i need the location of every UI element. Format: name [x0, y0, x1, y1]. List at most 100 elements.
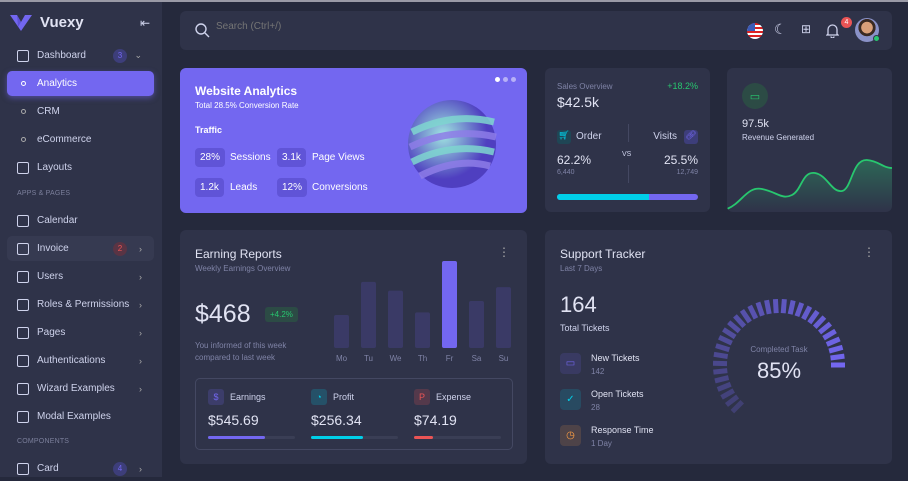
sidebar-item-modal-examples[interactable]: Modal Examples — [7, 404, 154, 429]
us-flag-icon[interactable] — [747, 23, 763, 39]
stat-value: $74.19 — [414, 412, 457, 428]
gauge-segment — [723, 329, 735, 337]
order-visits-progress — [557, 194, 698, 200]
sidebar-item-users[interactable]: Users› — [7, 264, 154, 289]
layout-grid-add-icon[interactable]: ⊞ — [801, 22, 811, 36]
ticket-stat-value: 1 Day — [591, 439, 612, 448]
sidebar-item-ecommerce[interactable]: eCommerce — [7, 127, 154, 152]
sales-value: $42.5k — [557, 94, 599, 110]
chart-pie-icon: ◔ — [311, 389, 327, 405]
stat-progress — [311, 436, 398, 439]
gauge-value: 85% — [739, 358, 819, 384]
stat-label: Expense — [436, 392, 471, 402]
bell-icon[interactable] — [826, 23, 839, 38]
gauge-segment — [722, 391, 734, 398]
sidebar-item-analytics[interactable]: Analytics — [7, 71, 154, 96]
more-options-icon[interactable]: ⋮ — [498, 245, 510, 259]
sidebar-item-label: Roles & Permissions — [37, 299, 129, 310]
traffic-heading: Traffic — [195, 125, 222, 135]
revenue-label: Revenue Generated — [742, 133, 814, 142]
sidebar-item-label: Users — [37, 271, 63, 282]
gauge-segment — [750, 306, 756, 319]
x-tick-label: Mo — [336, 354, 348, 363]
chevron-right-icon: › — [139, 328, 142, 338]
file-dollar-icon — [17, 243, 29, 255]
chevron-right-icon: › — [139, 300, 142, 310]
gauge-segment — [824, 331, 836, 338]
card-subtitle: Weekly Earnings Overview — [195, 264, 290, 273]
traffic-stat-value: 3.1k — [277, 148, 306, 167]
gauge-segment — [797, 303, 802, 316]
brand-paypal-icon: P — [414, 389, 430, 405]
sidebar-item-authentications[interactable]: Authentications› — [7, 348, 154, 373]
bar-Mo[interactable] — [334, 315, 349, 348]
gauge-segment — [715, 378, 729, 381]
sidebar-item-crm[interactable]: CRM — [7, 99, 154, 124]
gauge-segment — [827, 339, 840, 345]
notification-badge: 4 — [841, 17, 852, 28]
sidebar-item-calendar[interactable]: Calendar — [7, 208, 154, 233]
sidebar-section-heading: COMPONENTS — [17, 438, 69, 445]
chevron-right-icon: › — [139, 464, 142, 474]
collapse-menu-icon[interactable]: ⇤ — [140, 16, 150, 30]
id-card-icon — [17, 463, 29, 475]
revenue-generated-card: ▭ 97.5k Revenue Generated — [727, 68, 892, 212]
x-tick-label: Fr — [446, 354, 454, 363]
square-icon — [17, 411, 29, 423]
sidebar-item-label: Modal Examples — [37, 411, 111, 422]
top-navbar: ☾ ⊞ 4 — [180, 11, 892, 50]
logo[interactable]: Vuexy — [10, 14, 84, 31]
traffic-stat-label: Page Views — [312, 152, 365, 163]
bar-Sa[interactable] — [469, 301, 484, 348]
sidebar-item-wizard-examples[interactable]: Wizard Examples› — [7, 376, 154, 401]
bar-Th[interactable] — [415, 312, 430, 348]
sidebar-item-roles-permissions[interactable]: Roles & Permissions › — [7, 292, 154, 317]
sidebar-item-label: Calendar — [37, 215, 78, 226]
carousel-indicators[interactable] — [495, 77, 516, 82]
moon-icon[interactable]: ☾ — [774, 21, 787, 38]
revenue-sparkline — [727, 148, 892, 212]
total-tickets-value: 164 — [560, 292, 597, 318]
gauge-segment — [729, 322, 740, 331]
gauge-segment — [718, 384, 731, 389]
change-badge: +4.2% — [265, 307, 298, 322]
x-tick-label: Tu — [364, 354, 373, 363]
count-badge: 3 — [113, 49, 127, 63]
file-icon — [17, 327, 29, 339]
3d-sphere-illustration — [402, 92, 502, 192]
search-input[interactable] — [216, 21, 416, 32]
x-tick-label: Sa — [472, 354, 482, 363]
support-tracker-card: Support Tracker Last 7 Days ⋮ 164 Total … — [545, 230, 892, 464]
bar-Fr[interactable] — [442, 261, 457, 348]
avatar[interactable] — [855, 18, 879, 42]
shopping-cart-icon: 🛒︎ — [557, 130, 571, 144]
gauge-segment — [719, 337, 732, 343]
sidebar-item-label: Layouts — [37, 162, 72, 173]
gauge-segment — [726, 396, 737, 404]
revenue-value: 97.5k — [742, 118, 769, 130]
bar-Su[interactable] — [496, 287, 511, 348]
count-badge: 4 — [113, 462, 127, 476]
traffic-stat-value: 1.2k — [195, 178, 224, 197]
more-options-icon[interactable]: ⋮ — [863, 245, 875, 259]
earning-note: You informed of this week — [195, 341, 286, 350]
sidebar-item-pages[interactable]: Pages › — [7, 320, 154, 345]
gauge-segment — [820, 324, 831, 333]
vuexy-logo-icon — [10, 15, 32, 31]
gauge-segment — [803, 307, 810, 319]
sidebar-item-layouts[interactable]: Layouts — [7, 155, 154, 180]
forms-icon — [17, 383, 29, 395]
divider — [628, 124, 629, 142]
sidebar-item-label: Dashboard — [37, 50, 86, 61]
bar-Tu[interactable] — [361, 282, 376, 348]
lock-icon — [17, 355, 29, 367]
sidebar-item-label: Pages — [37, 327, 65, 338]
gauge-segment — [758, 302, 762, 315]
search-icon[interactable] — [195, 23, 210, 38]
gauge-segment — [732, 402, 742, 412]
bar-We[interactable] — [388, 291, 403, 348]
